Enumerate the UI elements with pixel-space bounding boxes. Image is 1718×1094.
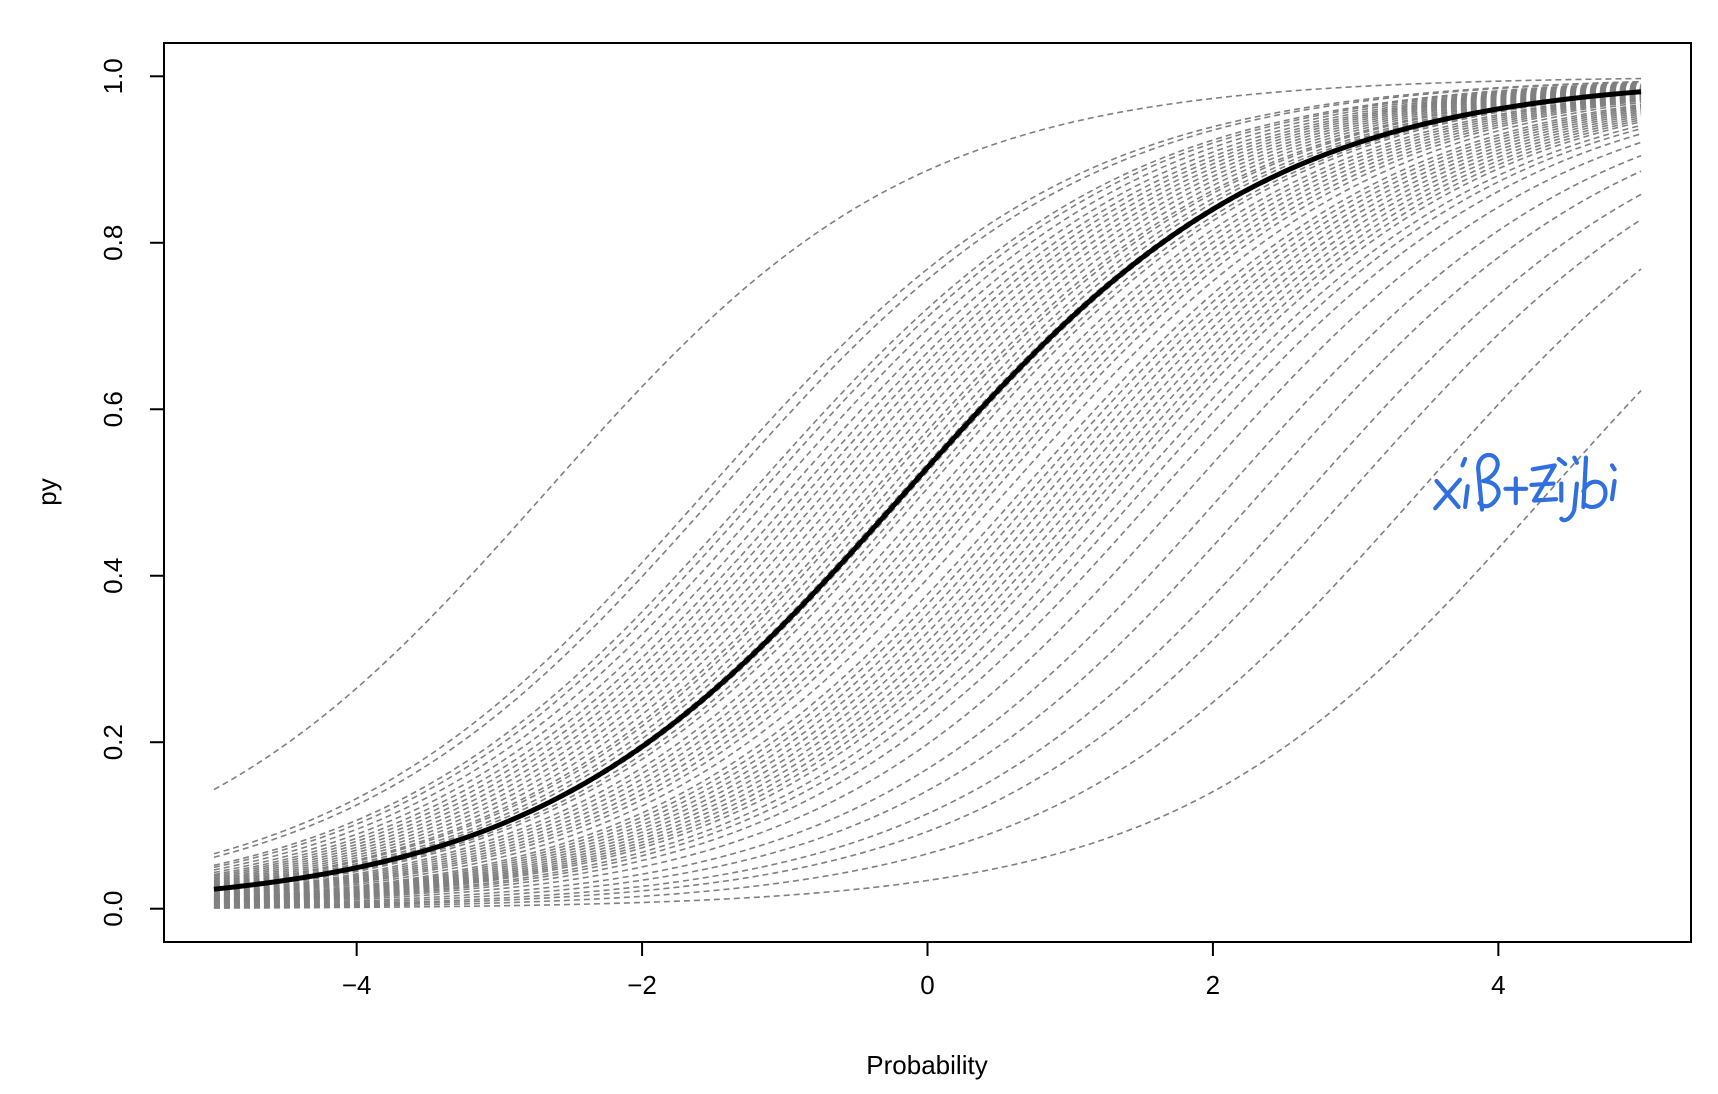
random-effect-curve-27 [213,96,1642,896]
random-effect-curve-50 [213,218,1642,908]
y-tick-label: 0.4 [98,558,128,594]
annotation-handwritten [1433,452,1617,523]
random-effect-curve-35 [213,108,1642,901]
y-tick-label: 0.6 [98,391,128,427]
random-effect-curve-2 [213,80,1642,855]
curves-layer [213,77,1642,909]
random-effect-curve-18 [213,89,1642,888]
x-axis-title: Probability [866,1050,987,1080]
random-effect-curve-13 [213,86,1642,883]
random-effect-curve-23 [213,92,1642,892]
random-effect-curve-46 [213,141,1642,906]
random-effect-curve-52 [213,390,1642,909]
random-effect-curve-41 [213,118,1642,903]
random-effect-curve-12 [213,86,1642,882]
random-effect-curve-14 [213,87,1642,884]
random-effect-curve-33 [213,105,1642,900]
random-effect-curve-8 [213,84,1642,876]
random-effect-curve-42 [213,121,1642,904]
random-effect-curve-34 [213,106,1642,900]
random-effect-curve-32 [213,103,1642,899]
x-tick-label: −2 [627,970,657,1000]
random-effect-curve-45 [213,133,1642,905]
random-effect-curve-36 [213,109,1642,901]
x-tick-label: 2 [1206,970,1220,1000]
random-effect-curve-29 [213,98,1642,897]
random-effect-curve-10 [213,85,1642,879]
random-effect-curve-7 [213,83,1642,874]
y-tick-label: 0.0 [98,891,128,927]
random-effect-curve-11 [213,85,1642,880]
random-effect-curve-31 [213,101,1642,899]
random-effect-curve-5 [213,82,1642,869]
random-effect-curve-17 [213,88,1642,887]
y-tick-label: 0.8 [98,225,128,261]
random-effect-curve-22 [213,91,1642,892]
random-effect-curve-25 [213,94,1642,894]
random-effect-curve-26 [213,95,1642,895]
random-effect-curve-37 [213,111,1642,902]
random-effect-curve-47 [213,154,1642,906]
random-effect-curve-49 [213,193,1642,908]
random-effect-curve-3 [213,81,1642,859]
random-effect-curve-6 [213,83,1642,871]
random-effect-curve-16 [213,88,1642,887]
random-effect-curve-9 [213,84,1642,877]
x-tick-label: 0 [920,970,934,1000]
random-effect-curve-28 [213,97,1642,896]
x-axis: −4 −2 0 2 4 [342,941,1506,1000]
y-axis: 0.0 0.2 0.4 0.6 0.8 1.0 [98,58,165,927]
x-tick-label: −4 [342,970,372,1000]
random-effect-curve-40 [213,116,1642,903]
random-effect-curve-19 [213,90,1642,889]
x-tick-label: 4 [1491,970,1505,1000]
random-effect-curve-51 [213,268,1642,909]
random-effect-curve-4 [213,82,1642,867]
y-tick-label: 1.0 [98,58,128,94]
y-tick-label: 0.2 [98,724,128,760]
random-effect-curve-30 [213,99,1642,898]
mean-curve [213,89,1642,892]
random-effect-curve-44 [213,127,1642,904]
random-effect-curve-39 [213,114,1642,902]
random-effect-curve-1 [213,77,1642,791]
random-effect-curve-24 [213,93,1642,893]
random-effect-curve-15 [213,87,1642,886]
y-axis-title: py [32,478,62,505]
